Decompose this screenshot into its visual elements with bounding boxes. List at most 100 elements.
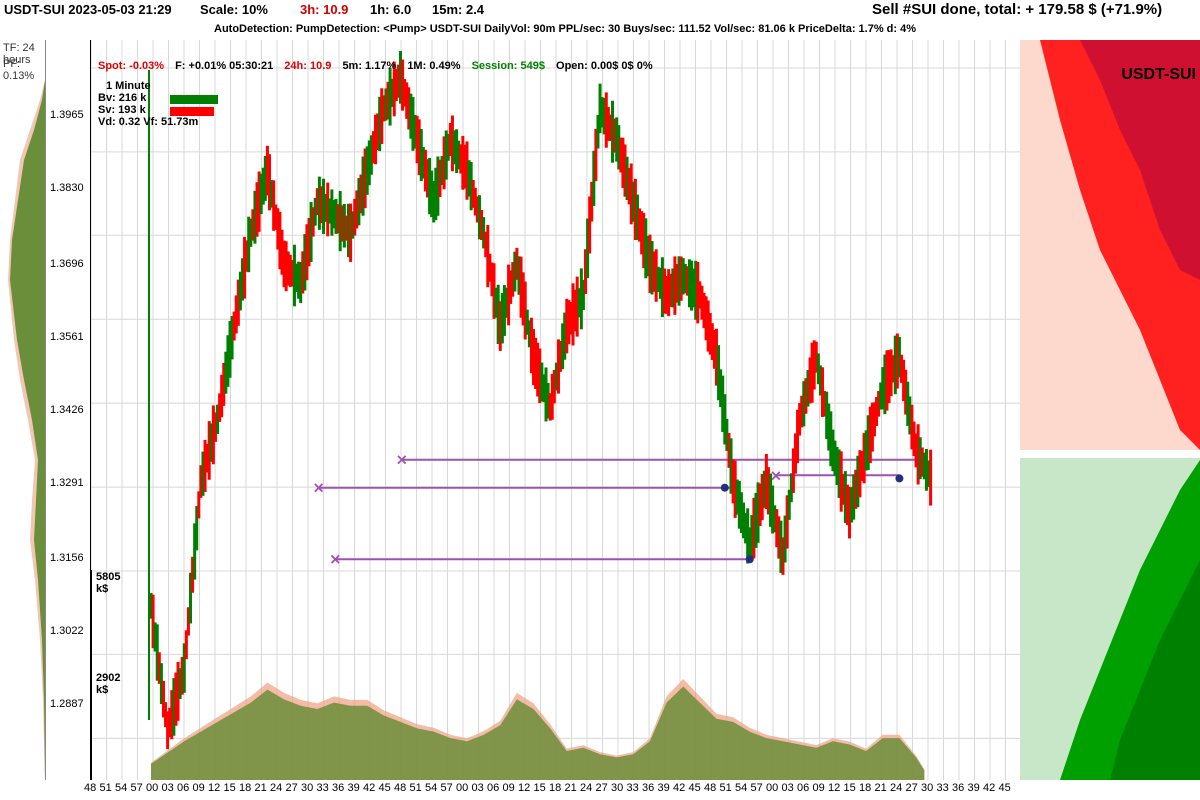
price-chart[interactable]: × × × × <box>90 40 1021 780</box>
price-candle <box>151 594 155 649</box>
price-candle <box>351 211 355 239</box>
price-candle <box>236 279 240 326</box>
price-candle <box>891 355 895 383</box>
price-candle <box>845 484 849 526</box>
time-tick: 57 <box>130 782 143 794</box>
price-candle <box>261 167 265 205</box>
time-tick: 12 <box>208 782 221 794</box>
price-candle <box>902 359 906 402</box>
price-candle <box>895 333 899 389</box>
price-candle <box>166 711 170 750</box>
price-candle <box>274 204 278 230</box>
price-candle <box>475 196 479 223</box>
price-candle <box>604 92 608 148</box>
price-candle <box>388 67 392 126</box>
price-candle <box>517 256 521 295</box>
time-tick: 27 <box>595 782 608 794</box>
price-candle <box>733 460 737 518</box>
time-tick: 24 <box>580 782 593 794</box>
time-tick: 06 <box>177 782 190 794</box>
order-marker: × <box>395 451 408 469</box>
order-marker: × <box>312 479 325 497</box>
price-candle <box>494 287 498 318</box>
price-candle <box>848 486 852 539</box>
price-candle <box>577 288 581 318</box>
price-candle <box>232 311 236 341</box>
spot-stat: Spot: -0.03% <box>98 60 165 72</box>
price-candle <box>858 450 862 498</box>
price-candle <box>488 253 492 282</box>
price-candle <box>712 329 716 369</box>
price-candle <box>889 349 893 397</box>
price-candle <box>766 467 770 515</box>
price-candle <box>461 135 465 190</box>
price-candle <box>588 196 592 254</box>
price-candle <box>322 178 326 234</box>
price-candle <box>161 680 165 718</box>
price-candle <box>168 707 172 738</box>
price-tick: 1.3156 <box>50 552 84 564</box>
price-candle <box>675 263 679 303</box>
price-candle <box>338 191 342 252</box>
price-candle <box>519 256 523 318</box>
price-candle <box>584 249 587 294</box>
price-candle <box>440 156 444 186</box>
price-candle <box>315 188 319 216</box>
symbol-label: USDT-SUI <box>1121 66 1196 83</box>
fill-marker <box>745 555 754 564</box>
price-candle <box>924 448 928 491</box>
time-tick: 00 <box>146 782 159 794</box>
price-candle <box>663 268 666 314</box>
buy-volume-area <box>151 686 925 780</box>
price-candle <box>367 140 371 186</box>
price-candle <box>455 129 459 174</box>
price-candle <box>625 156 629 200</box>
price-candle <box>927 460 931 488</box>
price-candle <box>681 258 685 295</box>
price-candle <box>825 391 829 440</box>
price-candle <box>823 390 827 417</box>
price-candle <box>548 393 552 421</box>
price-candle <box>885 350 889 411</box>
price-candle <box>265 145 269 196</box>
price-candle <box>153 622 157 652</box>
price-tick: 1.3561 <box>50 331 84 343</box>
price-candle <box>311 207 315 237</box>
price-candle <box>600 97 604 128</box>
price-candle <box>263 155 267 201</box>
price-candle <box>430 170 434 218</box>
window-title: USDT-SUI 2023-05-03 21:29 <box>4 2 172 17</box>
price-candle <box>565 298 569 354</box>
price-candle <box>908 396 912 435</box>
time-tick: 09 <box>812 782 825 794</box>
price-candle <box>357 178 361 226</box>
price-candle <box>459 144 463 174</box>
chart-canvas[interactable]: × × × × <box>90 40 1021 780</box>
auto-detection-bar: AutoDetection: PumpDetection: <Pump> USD… <box>0 22 1200 40</box>
price-candle <box>453 130 457 165</box>
price-candle <box>669 273 673 307</box>
price-candle <box>613 118 617 153</box>
price-candle <box>829 411 833 467</box>
price-candle <box>253 190 257 244</box>
price-candle <box>230 316 234 360</box>
price-candle <box>754 492 758 548</box>
price-candle <box>228 321 232 378</box>
price-candle <box>667 269 671 317</box>
price-candle <box>546 382 550 419</box>
price-candle <box>619 137 623 173</box>
time-tick: 03 <box>161 782 174 794</box>
price-candle <box>324 193 328 222</box>
price-candle <box>864 430 868 471</box>
price-candle <box>698 281 702 309</box>
price-candle <box>567 300 571 345</box>
price-candle <box>777 516 781 559</box>
price-candle <box>226 335 230 387</box>
time-tick: 24 <box>270 782 283 794</box>
price-candle <box>405 82 409 119</box>
price-candle <box>872 402 876 437</box>
volume-tick: 5805 k$ <box>96 571 121 595</box>
price-candle <box>893 335 897 395</box>
price-candle <box>912 421 916 456</box>
price-candle <box>334 198 338 234</box>
